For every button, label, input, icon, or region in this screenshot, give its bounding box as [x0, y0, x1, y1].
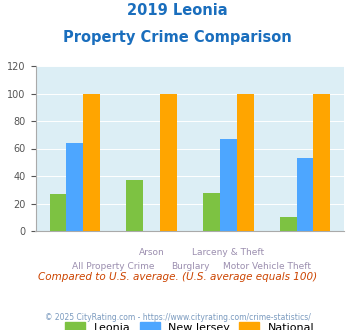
Text: Motor Vehicle Theft: Motor Vehicle Theft	[223, 262, 311, 271]
Legend: Leonia, New Jersey, National: Leonia, New Jersey, National	[65, 322, 315, 330]
Bar	[83, 93, 100, 231]
Bar	[50, 194, 66, 231]
Text: Arson: Arson	[139, 248, 164, 257]
Bar	[66, 143, 83, 231]
Bar	[313, 93, 330, 231]
Text: Compared to U.S. average. (U.S. average equals 100): Compared to U.S. average. (U.S. average …	[38, 272, 317, 282]
Text: © 2025 CityRating.com - https://www.cityrating.com/crime-statistics/: © 2025 CityRating.com - https://www.city…	[45, 314, 310, 322]
Text: Property Crime Comparison: Property Crime Comparison	[63, 30, 292, 45]
Text: 2019 Leonia: 2019 Leonia	[127, 3, 228, 18]
Bar	[280, 217, 296, 231]
Bar	[220, 139, 237, 231]
Text: Larceny & Theft: Larceny & Theft	[192, 248, 264, 257]
Bar	[160, 93, 177, 231]
Text: Burglary: Burglary	[171, 262, 209, 271]
Bar	[237, 93, 253, 231]
Text: All Property Crime: All Property Crime	[72, 262, 154, 271]
Bar	[296, 158, 313, 231]
Bar	[126, 180, 143, 231]
Bar	[203, 192, 220, 231]
